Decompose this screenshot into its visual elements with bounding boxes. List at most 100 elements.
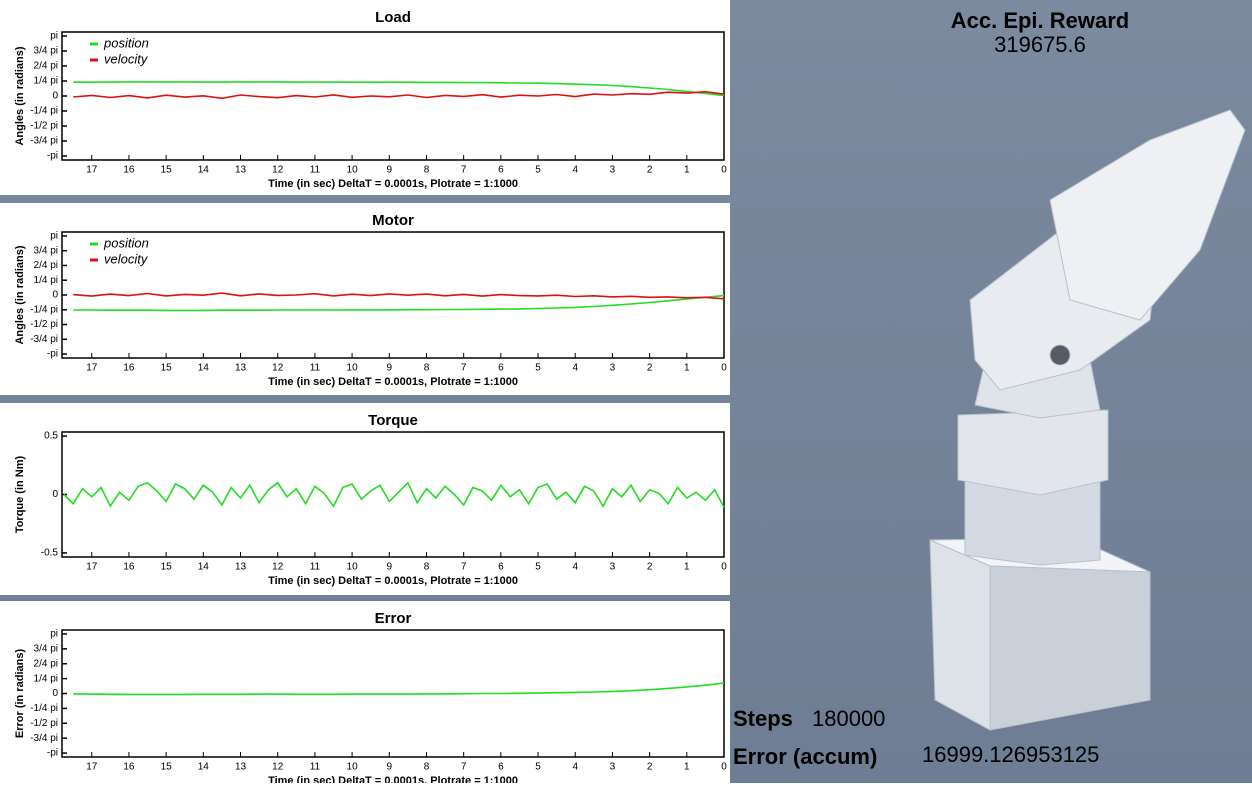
x-tick-label: 15 — [161, 165, 173, 176]
x-tick-label: 4 — [572, 562, 578, 573]
y-tick-label: pi — [50, 231, 58, 242]
x-tick-label: 13 — [235, 165, 247, 176]
x-tick-label: 13 — [235, 562, 247, 573]
y-tick-label: -1/2 pi — [30, 121, 58, 132]
y-tick-label: 3/4 pi — [34, 643, 58, 654]
x-tick-label: 15 — [161, 762, 173, 773]
x-tick-label: 2 — [647, 363, 653, 374]
x-tick-label: 9 — [386, 562, 392, 573]
y-tick-label: 3/4 pi — [34, 245, 58, 256]
x-tick-label: 10 — [347, 762, 359, 773]
x-tick-label: 4 — [572, 165, 578, 176]
x-tick-label: 3 — [610, 165, 616, 176]
y-axis-label: Angles (in radians) — [14, 245, 26, 344]
x-tick-label: 11 — [310, 562, 321, 573]
error-label: Error (accum) — [733, 744, 877, 769]
y-tick-label: pi — [50, 31, 58, 42]
legend-label: position — [103, 235, 149, 250]
x-tick-label: 6 — [498, 363, 504, 374]
chart-title: Error — [375, 610, 412, 627]
x-tick-label: 12 — [272, 562, 284, 573]
y-tick-label: 1/4 pi — [34, 76, 58, 87]
x-tick-label: 12 — [272, 165, 284, 176]
chart-title: Torque — [368, 412, 418, 429]
x-axis-label: Time (in sec) DeltaT = 0.0001s, Plotrate… — [268, 376, 518, 388]
y-tick-label: -1/4 pi — [30, 106, 58, 117]
y-axis-label: Error (in radians) — [14, 649, 26, 739]
steps-label: Steps — [733, 706, 793, 731]
x-tick-label: 12 — [272, 762, 284, 773]
x-tick-label: 2 — [647, 165, 653, 176]
y-tick-label: -pi — [47, 349, 58, 360]
y-tick-label: -1/4 pi — [30, 304, 58, 315]
y-tick-label: -3/4 pi — [30, 334, 58, 345]
legend-label: position — [103, 35, 149, 50]
y-tick-label: 2/4 pi — [34, 658, 58, 669]
y-tick-label: pi — [50, 629, 58, 640]
x-tick-label: 7 — [461, 165, 467, 176]
x-tick-label: 16 — [123, 165, 135, 176]
y-tick-label: 0.5 — [44, 431, 58, 442]
x-tick-label: 9 — [386, 762, 392, 773]
y-tick-label: -0.5 — [41, 548, 59, 559]
x-tick-label: 2 — [647, 562, 653, 573]
y-axis-label: Torque (in Nm) — [14, 455, 26, 533]
x-tick-label: 11 — [310, 762, 321, 773]
error-value: 16999.126953125 — [922, 742, 1099, 767]
x-tick-label: 4 — [572, 363, 578, 374]
y-tick-label: -pi — [47, 748, 58, 759]
x-tick-label: 13 — [235, 762, 247, 773]
x-tick-label: 5 — [535, 165, 541, 176]
x-tick-label: 16 — [123, 762, 135, 773]
y-tick-label: 2/4 pi — [34, 260, 58, 271]
x-tick-label: 8 — [424, 762, 430, 773]
x-tick-label: 7 — [461, 762, 467, 773]
x-tick-label: 12 — [272, 363, 284, 374]
y-tick-label: -1/2 pi — [30, 319, 58, 330]
x-axis-label: Time (in sec) DeltaT = 0.0001s, Plotrate… — [268, 575, 518, 587]
panel-background — [0, 601, 730, 783]
x-tick-label: 10 — [347, 562, 359, 573]
x-tick-label: 1 — [684, 363, 690, 374]
x-tick-label: 1 — [684, 762, 690, 773]
x-tick-label: 16 — [123, 363, 135, 374]
x-axis-label: Time (in sec) DeltaT = 0.0001s, Plotrate… — [268, 178, 518, 190]
x-tick-label: 0 — [721, 762, 727, 773]
x-tick-label: 5 — [535, 762, 541, 773]
x-tick-label: 11 — [310, 363, 321, 374]
x-tick-label: 8 — [424, 363, 430, 374]
chart-panel: Motor Time (in sec) DeltaT = 0.0001s, Plo… — [0, 203, 730, 395]
x-tick-label: 17 — [86, 363, 98, 374]
chart-title: Load — [375, 9, 411, 26]
y-tick-label: 0 — [52, 91, 58, 102]
legend-label: velocity — [104, 251, 149, 266]
x-tick-label: 17 — [86, 562, 98, 573]
chart-title: Motor — [372, 212, 414, 229]
x-tick-label: 14 — [198, 165, 210, 176]
y-tick-label: 1/4 pi — [34, 673, 58, 684]
y-tick-label: -1/2 pi — [30, 718, 58, 729]
x-tick-label: 17 — [86, 165, 98, 176]
x-tick-label: 16 — [123, 562, 135, 573]
x-tick-label: 10 — [347, 165, 359, 176]
x-tick-label: 14 — [198, 562, 210, 573]
x-tick-label: 5 — [535, 363, 541, 374]
x-tick-label: 15 — [161, 363, 173, 374]
x-tick-label: 4 — [572, 762, 578, 773]
x-tick-label: 9 — [386, 165, 392, 176]
chart-panel: Load Time (in sec) DeltaT = 0.0001s, Plot… — [0, 0, 730, 195]
reward-value: 319675.6 — [994, 32, 1086, 57]
x-tick-label: 7 — [461, 562, 467, 573]
x-tick-label: 17 — [86, 762, 98, 773]
screen: Acc. Epi. Reward 319675.6 Steps 180000 E… — [0, 0, 1252, 783]
x-tick-label: 13 — [235, 363, 247, 374]
x-tick-label: 1 — [684, 165, 690, 176]
steps-value: 180000 — [812, 706, 885, 731]
x-tick-label: 5 — [535, 562, 541, 573]
x-tick-label: 10 — [347, 363, 359, 374]
y-tick-label: 1/4 pi — [34, 275, 58, 286]
y-tick-label: 0 — [52, 688, 58, 699]
y-tick-label: -3/4 pi — [30, 136, 58, 147]
x-tick-label: 1 — [684, 562, 690, 573]
x-tick-label: 15 — [161, 562, 173, 573]
